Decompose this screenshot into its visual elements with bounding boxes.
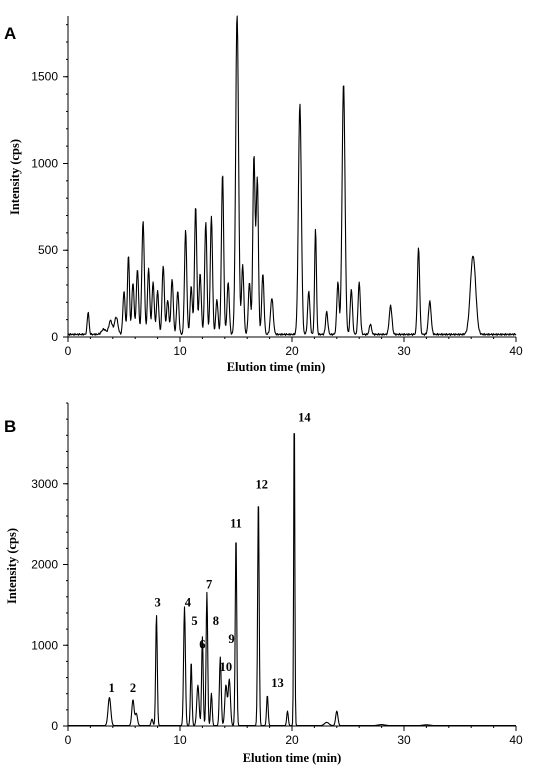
panel-a-y-axis-title: Intensity (cps) <box>8 139 22 215</box>
panel-a-x-tick-label: 0 <box>65 344 72 358</box>
panel-a-y-tick-label: 1500 <box>31 70 58 84</box>
peak-label-8: 8 <box>213 614 219 628</box>
panel-b-x-tick-label: 20 <box>285 733 299 747</box>
peak-label-6: 6 <box>199 637 205 651</box>
peak-label-3: 3 <box>154 595 160 609</box>
panel-a-letter: A <box>4 24 16 43</box>
panel-b-y-tick-label: 0 <box>51 719 58 733</box>
peak-label-14: 14 <box>298 411 311 425</box>
panel-a-y-tick-label: 0 <box>51 330 58 344</box>
panel-b-x-tick-label: 30 <box>397 733 411 747</box>
peak-label-11: 11 <box>230 516 242 530</box>
panel-a: A Elution time (min) Intensity (cps) 0 50… <box>4 15 523 374</box>
panel-b-y-tick-label: 3000 <box>31 477 58 491</box>
panel-b-y-tick-label: 2000 <box>31 558 58 572</box>
peak-label-5: 5 <box>191 614 197 628</box>
panel-a-x-tick-label: 10 <box>173 344 187 358</box>
panel-b: B Elution time (min) Intensity (cps) 010… <box>4 402 523 765</box>
peak-label-13: 13 <box>271 676 284 690</box>
panel-a-x-tick-label: 20 <box>285 344 299 358</box>
panel-b-x-axis-title: Elution time (min) <box>243 751 342 765</box>
panel-b-chromatogram-trace <box>67 433 517 727</box>
panel-b-y-axis-title: Intensity (cps) <box>5 528 19 604</box>
panel-a-x-axis-title: Elution time (min) <box>227 360 326 374</box>
peak-label-7: 7 <box>206 578 212 592</box>
panel-b-x-tick-label: 10 <box>173 733 187 747</box>
panel-b-letter: B <box>4 417 16 436</box>
panel-a-y-tick-label: 1000 <box>31 156 58 170</box>
peak-label-10: 10 <box>220 660 233 674</box>
panel-b-y-tick-label: 1000 <box>31 638 58 652</box>
peak-label-2: 2 <box>130 681 136 695</box>
panel-a-y-tick-label: 500 <box>38 243 58 257</box>
panel-b-x-tick-label: 40 <box>509 733 523 747</box>
panel-b-x-tick-label: 0 <box>65 733 72 747</box>
panel-a-x-tick-label: 40 <box>509 344 523 358</box>
panel-a-x-tick-label: 30 <box>397 344 411 358</box>
panel-a-chromatogram-trace <box>67 15 517 336</box>
peak-label-1: 1 <box>109 681 115 695</box>
peak-label-12: 12 <box>256 478 269 492</box>
peak-label-4: 4 <box>185 595 192 609</box>
peak-label-9: 9 <box>228 632 234 646</box>
